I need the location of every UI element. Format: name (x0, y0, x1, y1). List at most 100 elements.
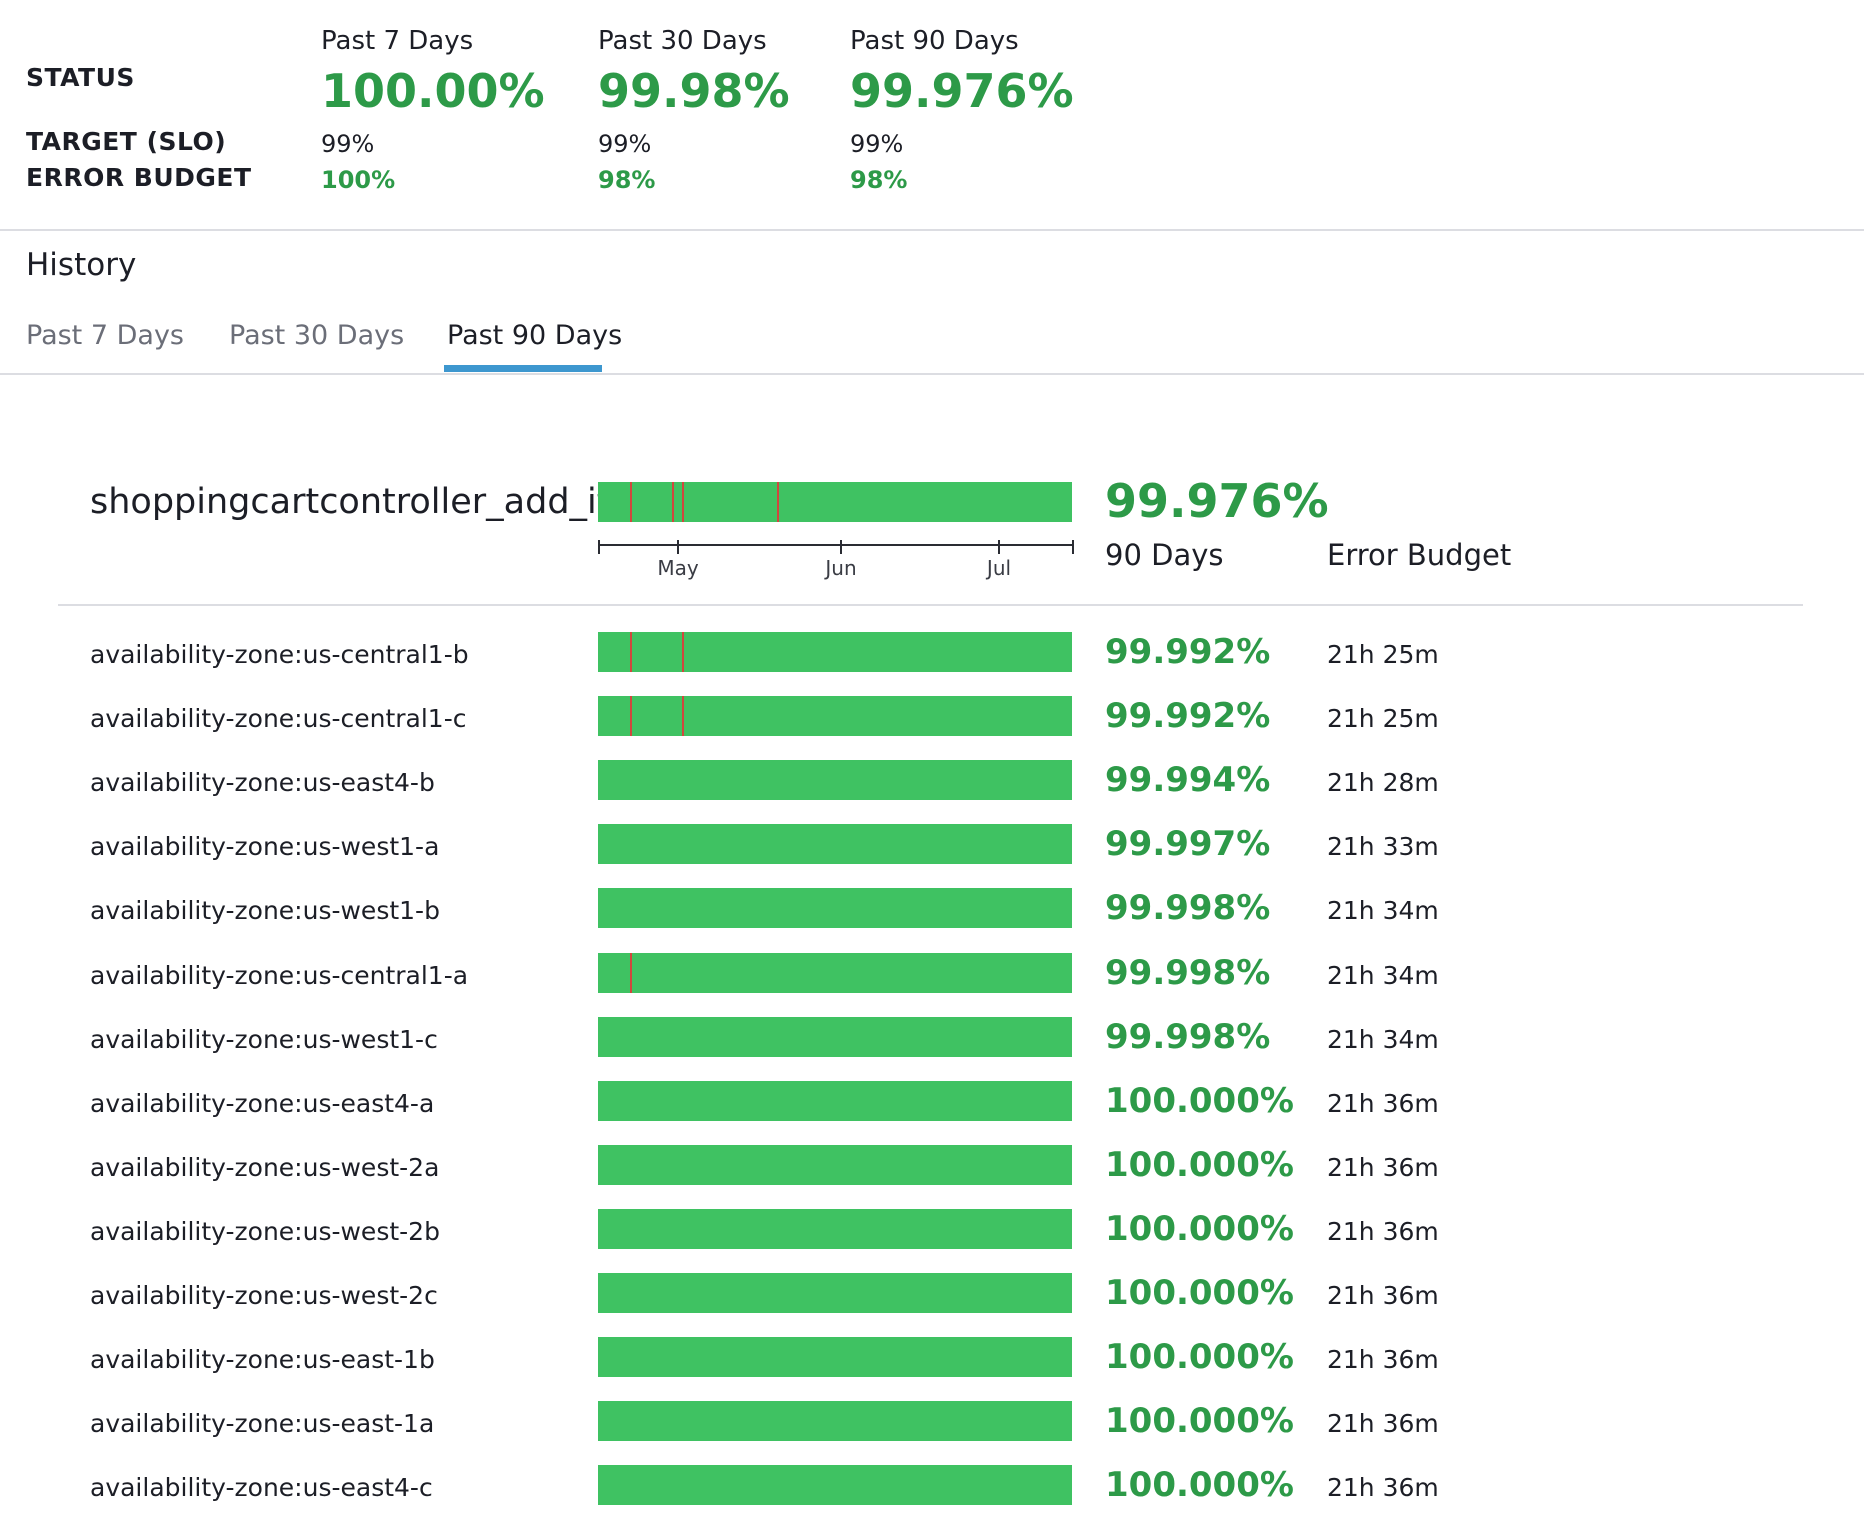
section-divider (58, 604, 1803, 606)
group-uptime-bar[interactable] (598, 1273, 1072, 1313)
status-value: 99.976% (850, 64, 1074, 118)
group-name: availability-zone:us-east4-b (90, 768, 435, 797)
group-error-budget: 21h 33m (1327, 832, 1439, 861)
group-uptime-bar[interactable] (598, 1081, 1072, 1121)
time-axis: May Jun Jul (598, 540, 1074, 580)
group-error-budget: 21h 36m (1327, 1409, 1439, 1438)
incident-mark[interactable] (682, 482, 684, 522)
group-error-budget: 21h 34m (1327, 1025, 1439, 1054)
group-name: availability-zone:us-east-1b (90, 1345, 435, 1374)
group-error-budget: 21h 34m (1327, 896, 1439, 925)
group-row[interactable]: availability-zone:us-east4-b 99.994% 21h 2… (0, 760, 1864, 824)
group-uptime-bar[interactable] (598, 632, 1072, 672)
incident-mark[interactable] (630, 632, 632, 672)
axis-tick (998, 540, 1000, 554)
group-error-budget: 21h 36m (1327, 1089, 1439, 1118)
group-error-budget: 21h 36m (1327, 1153, 1439, 1182)
group-error-budget: 21h 36m (1327, 1473, 1439, 1502)
status-label: STATUS (26, 63, 135, 92)
tab-past-7-days[interactable]: Past 7 Days (26, 320, 184, 351)
group-percent: 99.998% (1105, 888, 1271, 928)
group-row[interactable]: availability-zone:us-west-2c 100.000% 21h … (0, 1273, 1864, 1337)
axis-end-tick (1072, 540, 1074, 554)
group-row[interactable]: availability-zone:us-west-2a 100.000% 21h … (0, 1145, 1864, 1209)
group-name: availability-zone:us-east-1a (90, 1409, 435, 1438)
group-uptime-bar[interactable] (598, 1401, 1072, 1441)
incident-mark[interactable] (682, 696, 684, 736)
group-percent: 99.992% (1105, 632, 1271, 672)
group-error-budget: 21h 36m (1327, 1217, 1439, 1246)
incident-mark[interactable] (672, 482, 674, 522)
group-name: availability-zone:us-west1-b (90, 896, 440, 925)
group-uptime-bar[interactable] (598, 888, 1072, 928)
tab-past-90-days[interactable]: Past 90 Days (447, 320, 623, 351)
group-row[interactable]: availability-zone:us-east-1b 100.000% 21h … (0, 1337, 1864, 1401)
status-value: 100.00% (321, 64, 545, 118)
active-tab-indicator (444, 365, 602, 372)
incident-mark[interactable] (630, 953, 632, 993)
group-name: availability-zone:us-central1-b (90, 640, 469, 669)
group-name: availability-zone:us-west-2a (90, 1153, 440, 1182)
group-row[interactable]: availability-zone:us-central1-a 99.998% 21… (0, 953, 1864, 1017)
group-uptime-bar[interactable] (598, 1337, 1072, 1377)
group-uptime-bar[interactable] (598, 1465, 1072, 1505)
group-row[interactable]: availability-zone:us-east4-a 100.000% 21h … (0, 1081, 1864, 1145)
period-label: Past 7 Days (321, 26, 474, 56)
group-row[interactable]: availability-zone:us-west1-b 99.998% 21h 3… (0, 888, 1864, 952)
group-percent: 100.000% (1105, 1145, 1294, 1185)
incident-mark[interactable] (777, 482, 779, 522)
axis-tick-label: Jun (825, 556, 857, 580)
slo-uptime-bar[interactable] (598, 482, 1072, 522)
target-value: 99% (598, 130, 652, 158)
group-uptime-bar[interactable] (598, 696, 1072, 736)
group-error-budget: 21h 28m (1327, 768, 1439, 797)
group-row[interactable]: availability-zone:us-west-2b 100.000% 21h … (0, 1209, 1864, 1273)
column-header-90-days: 90 Days (1105, 538, 1224, 572)
group-percent: 100.000% (1105, 1401, 1294, 1441)
incident-mark[interactable] (682, 632, 684, 672)
axis-end-tick (598, 540, 600, 554)
group-uptime-bar[interactable] (598, 760, 1072, 800)
group-percent: 99.992% (1105, 696, 1271, 736)
error-budget-value: 98% (850, 166, 908, 194)
group-percent: 100.000% (1105, 1273, 1294, 1313)
group-error-budget: 21h 25m (1327, 704, 1439, 733)
group-percent: 100.000% (1105, 1465, 1294, 1505)
target-value: 99% (850, 130, 904, 158)
incident-mark[interactable] (630, 482, 632, 522)
group-percent: 99.997% (1105, 824, 1271, 864)
group-name: availability-zone:us-east4-a (90, 1089, 435, 1118)
axis-tick-label: Jul (986, 556, 1012, 580)
group-row[interactable]: availability-zone:us-central1-c 99.992% 21… (0, 696, 1864, 760)
history-title: History (26, 247, 137, 283)
group-uptime-bar[interactable] (598, 824, 1072, 864)
axis-line (598, 544, 1072, 546)
group-percent: 99.998% (1105, 953, 1271, 993)
axis-tick (677, 540, 679, 554)
error-budget-value: 98% (598, 166, 656, 194)
group-uptime-bar[interactable] (598, 1017, 1072, 1057)
group-row[interactable]: availability-zone:us-central1-b 99.992% 21… (0, 632, 1864, 696)
slo-summary: STATUS TARGET (SLO) ERROR BUDGET Past 7 … (0, 0, 1864, 231)
group-name: availability-zone:us-west1-c (90, 1025, 438, 1054)
tab-past-30-days[interactable]: Past 30 Days (229, 320, 405, 351)
group-row[interactable]: availability-zone:us-west1-c 99.998% 21h 3… (0, 1017, 1864, 1081)
incident-mark[interactable] (630, 696, 632, 736)
group-name: availability-zone:us-central1-c (90, 704, 467, 733)
group-error-budget: 21h 36m (1327, 1281, 1439, 1310)
error-budget-label: ERROR BUDGET (26, 163, 252, 192)
group-row[interactable]: availability-zone:us-east4-c 100.000% 21h … (0, 1465, 1864, 1529)
group-uptime-bar[interactable] (598, 953, 1072, 993)
group-percent: 99.994% (1105, 760, 1271, 800)
group-row[interactable]: availability-zone:us-east-1a 100.000% 21h … (0, 1401, 1864, 1465)
group-uptime-bar[interactable] (598, 1209, 1072, 1249)
target-slo-label: TARGET (SLO) (26, 127, 227, 156)
axis-tick (840, 540, 842, 554)
group-name: availability-zone:us-west-2c (90, 1281, 438, 1310)
group-row[interactable]: availability-zone:us-west1-a 99.997% 21h 3… (0, 824, 1864, 888)
group-name: availability-zone:us-central1-a (90, 961, 469, 990)
group-uptime-bar[interactable] (598, 1145, 1072, 1185)
period-label: Past 30 Days (598, 26, 767, 56)
error-budget-value: 100% (321, 166, 396, 194)
target-value: 99% (321, 130, 375, 158)
